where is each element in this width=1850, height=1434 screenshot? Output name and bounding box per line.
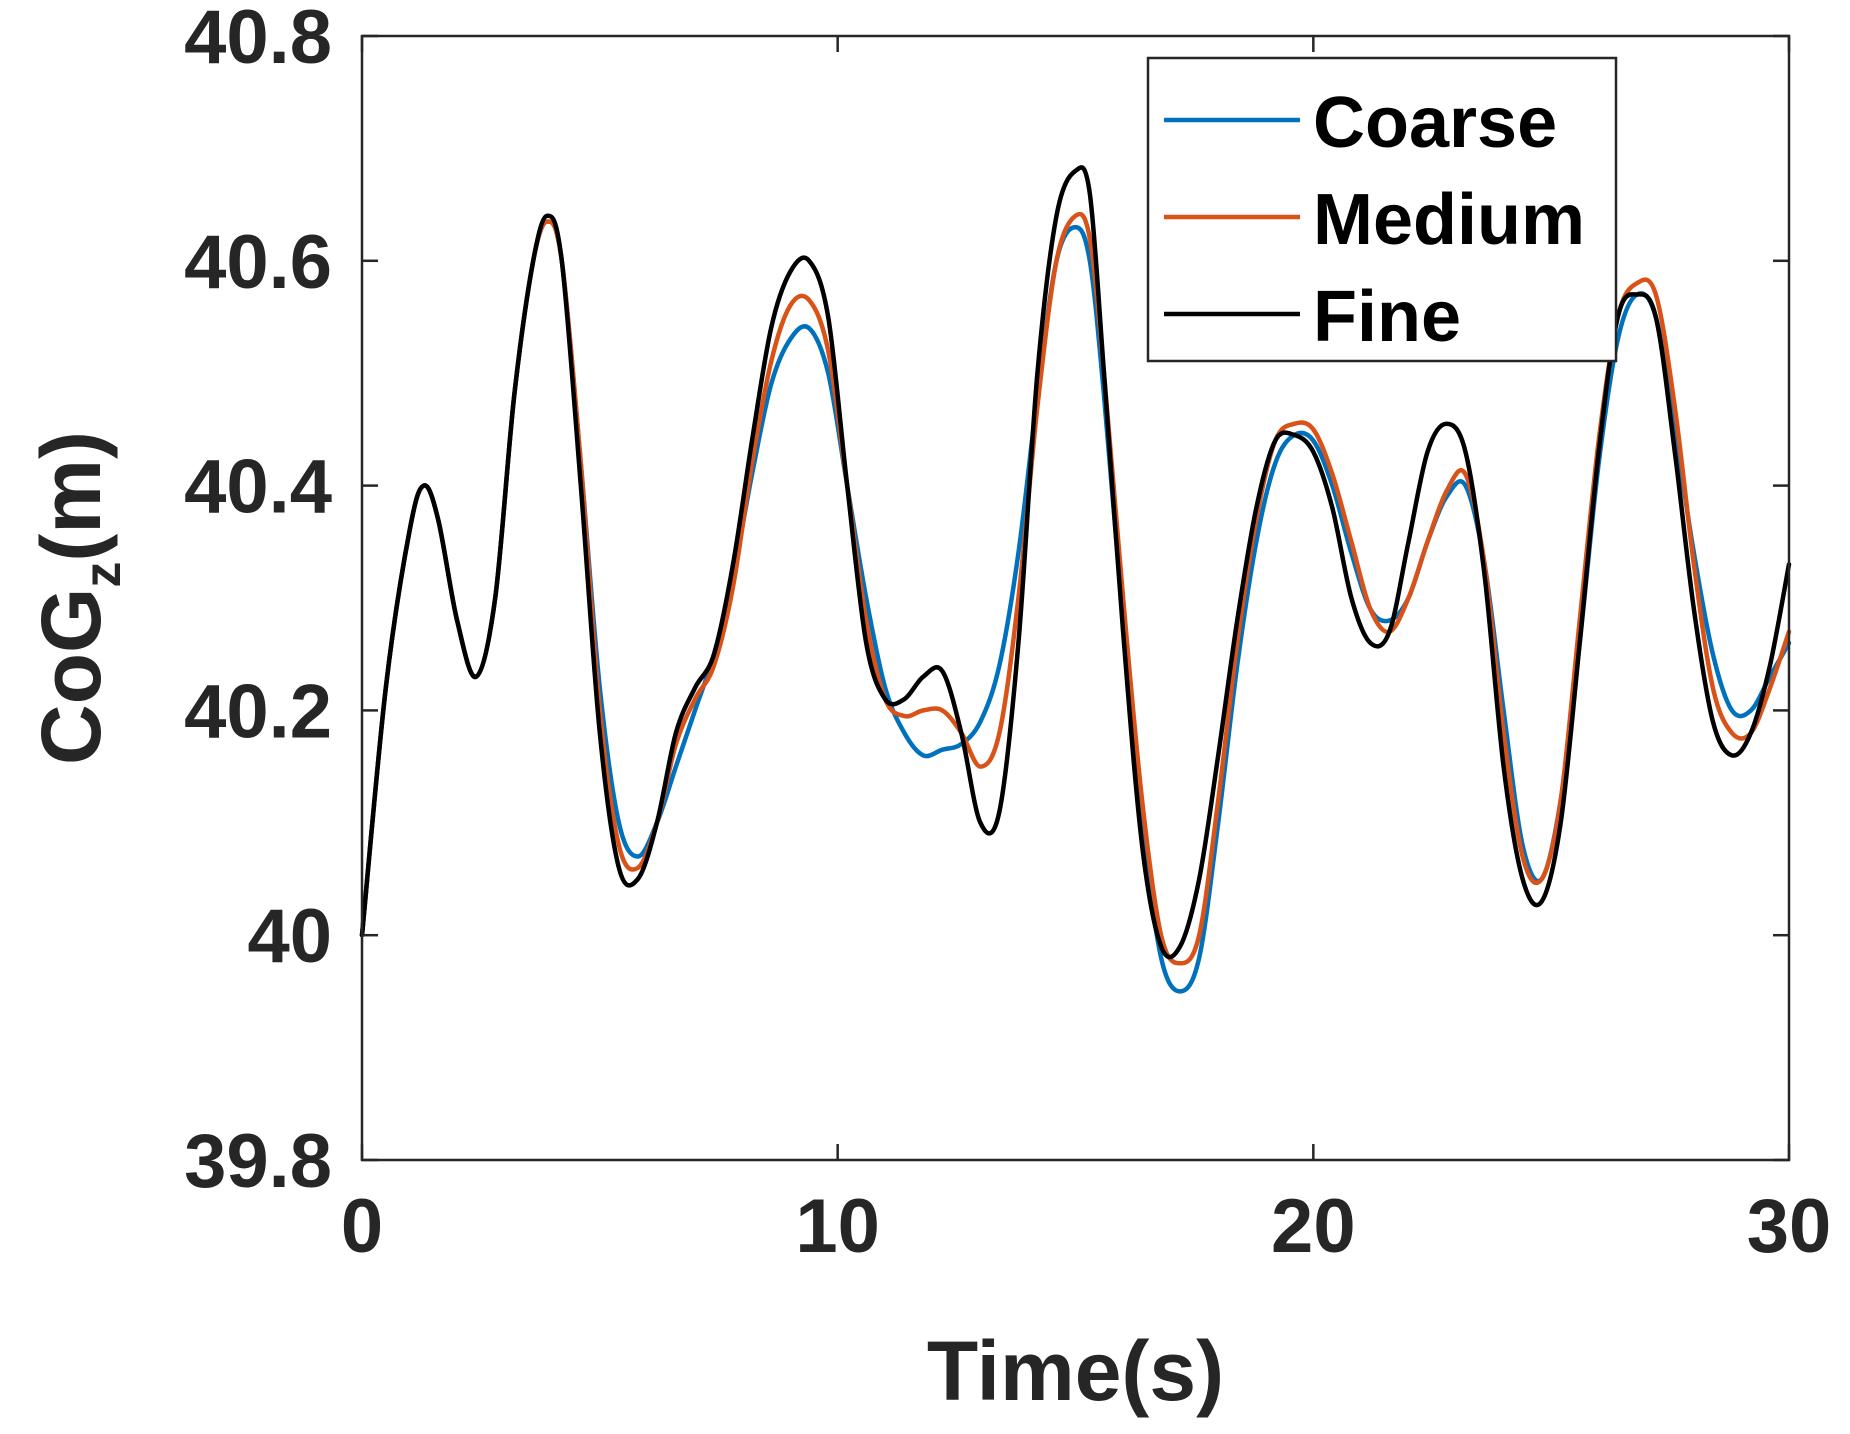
series-line-fine [359, 165, 1792, 960]
x-tick-labels: 0 10 20 30 [341, 1184, 1831, 1269]
y-tick-label: 40.2 [184, 669, 332, 754]
x-tick-label: 0 [341, 1184, 383, 1269]
y-axis-label: CoGz(m) [24, 431, 132, 765]
legend: Coarse Medium Fine [1146, 56, 1618, 363]
plot-frame [360, 34, 1791, 1162]
legend-box [1146, 56, 1618, 363]
x-tick-label: 10 [795, 1184, 880, 1269]
legend-label-medium: Medium [1313, 180, 1585, 260]
y-axis-label-subscript: z [74, 562, 132, 588]
y-tick-labels: 39.8 40 40.2 40.4 40.6 40.8 [184, 0, 332, 1204]
x-tick-label: 20 [1271, 1184, 1356, 1269]
y-tick-label: 40.8 [184, 0, 332, 80]
y-axis-label-unit: (m) [24, 431, 118, 562]
y-tick-label: 39.8 [184, 1119, 332, 1204]
legend-label-fine: Fine [1313, 277, 1461, 357]
x-axis-label: Time(s) [927, 1324, 1224, 1418]
legend-label-coarse: Coarse [1313, 83, 1557, 163]
x-tick-label: 30 [1747, 1184, 1832, 1269]
y-tick-label: 40.4 [184, 445, 332, 530]
y-tick-label: 40.6 [184, 220, 332, 305]
y-axis-label-main: CoG [24, 588, 118, 765]
series-layer [359, 165, 1792, 994]
y-tick-label: 40 [247, 894, 332, 979]
